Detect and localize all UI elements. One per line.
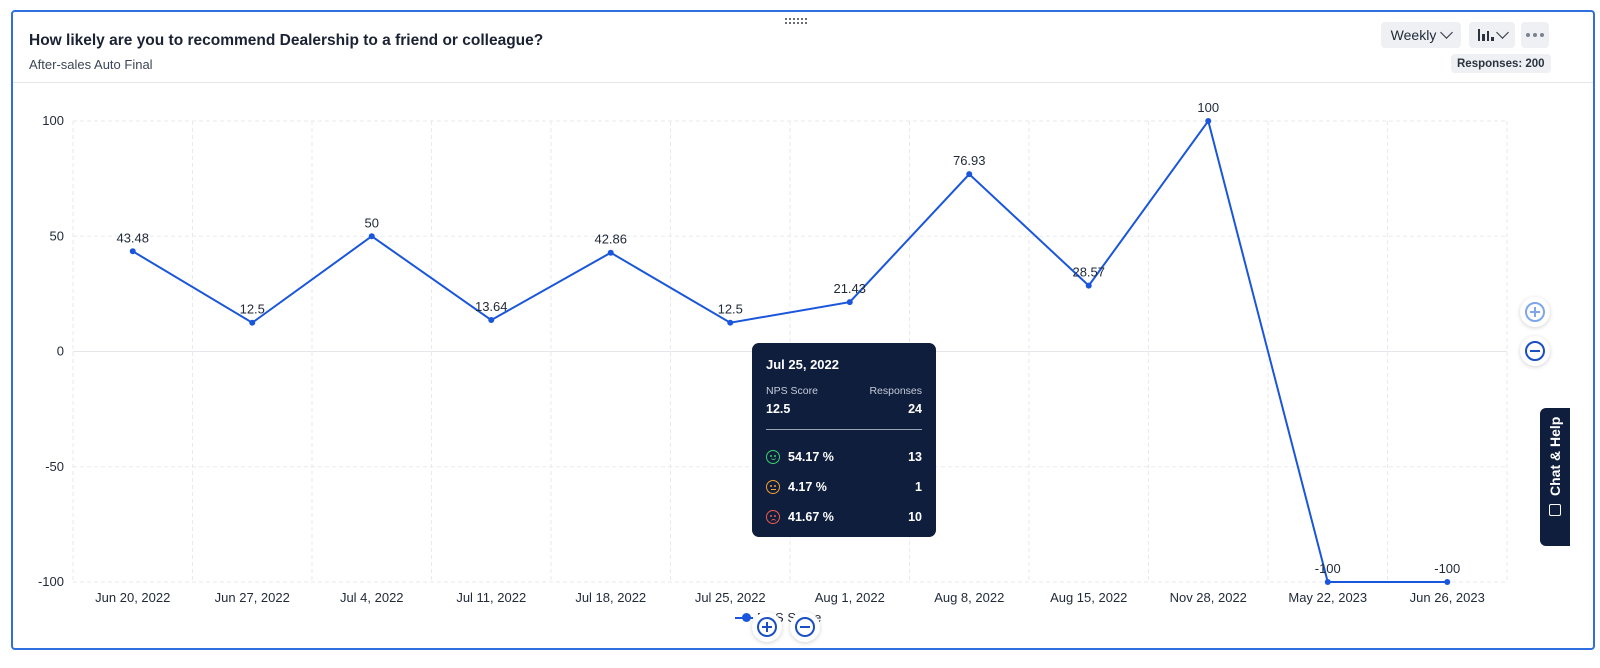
data-point [607,249,614,256]
nps-widget-card: How likely are you to recommend Dealersh… [11,10,1595,650]
data-point [1324,579,1331,585]
data-label: -100 [1315,561,1341,576]
tooltip-score-label: NPS Score [766,385,818,397]
responses-badge: Responses: 200 [1451,54,1551,73]
tooltip-score-value: 12.5 [766,402,791,416]
more-dots-icon [1526,33,1544,37]
period-dropdown-label: Weekly [1390,27,1437,43]
bar-chart-icon [1477,29,1494,41]
y-tick-label: 100 [42,113,64,128]
tooltip-date: Jul 25, 2022 [766,357,839,372]
x-tick-label: Aug 1, 2022 [815,590,885,605]
data-point [727,319,734,326]
sad-face-icon [766,510,780,524]
data-label: 42.86 [594,232,627,247]
data-point [488,317,495,324]
detractors-count: 10 [908,510,922,524]
zoom-in-icon [757,617,777,637]
widget-title: How likely are you to recommend Dealersh… [29,32,544,49]
passives-count: 1 [915,480,922,494]
data-label: 100 [1197,100,1219,115]
promoters-percent: 54.17 % [788,450,834,464]
header-divider [13,82,1593,83]
data-label: 43.48 [116,230,149,245]
passives-percent: 4.17 % [788,480,827,494]
drag-handle-icon[interactable] [785,18,809,28]
chat-help-label: Chat & Help [1547,416,1563,496]
data-point [1085,282,1092,289]
x-tick-label: Aug 8, 2022 [934,590,1004,605]
data-point [966,171,973,178]
detractors-percent: 41.67 % [788,510,834,524]
data-label: 13.64 [475,299,508,314]
x-tick-label: Jul 4, 2022 [340,590,404,605]
x-tick-label: Aug 15, 2022 [1050,590,1127,605]
data-point [249,319,256,326]
x-tick-label: Jul 25, 2022 [695,590,766,605]
data-label: 28.57 [1072,265,1105,280]
happy-face-icon [766,450,780,464]
y-tick-label: -100 [38,574,64,589]
x-tick-label: Jun 26, 2023 [1410,590,1485,605]
data-point [368,233,375,240]
chat-help-tab[interactable]: Chat & Help [1540,408,1570,546]
neutral-face-icon [766,480,780,494]
legend-zoom-in-button[interactable] [752,612,782,642]
zoom-out-button[interactable] [1520,336,1550,366]
tooltip-responses-value: 24 [908,402,922,416]
data-label: 21.43 [833,281,866,296]
data-label: 76.93 [953,153,986,168]
x-tick-label: Nov 28, 2022 [1170,590,1247,605]
tooltip-passives-row: 4.17 % 1 [766,472,922,502]
data-point [1205,118,1212,124]
tooltip-responses-label: Responses [869,385,922,397]
x-tick-label: Jul 18, 2022 [575,590,646,605]
y-tick-label: 0 [57,344,64,359]
legend-line-icon [735,612,753,622]
data-label: 12.5 [240,302,265,317]
x-tick-label: Jun 27, 2022 [215,590,290,605]
data-point [129,248,136,255]
more-options-button[interactable] [1521,22,1549,48]
period-dropdown[interactable]: Weekly [1381,22,1461,48]
zoom-out-icon [1525,341,1545,361]
data-label: 50 [365,215,379,230]
chart-type-dropdown[interactable] [1469,22,1515,48]
data-point [1444,579,1451,585]
zoom-in-button[interactable] [1520,297,1550,327]
x-tick-label: Jun 20, 2022 [95,590,170,605]
y-tick-label: -50 [45,459,64,474]
tooltip-detractors-row: 41.67 % 10 [766,502,922,532]
tooltip-divider [766,429,922,430]
data-label: -100 [1434,561,1460,576]
x-tick-label: May 22, 2023 [1288,590,1367,605]
data-point [846,299,853,306]
zoom-out-icon [795,617,815,637]
promoters-count: 13 [908,450,922,464]
chart-tooltip: Jul 25, 2022 NPS Score Responses 12.5 24… [752,343,936,537]
series-line [132,118,1448,583]
data-label: 12.5 [718,302,743,317]
y-tick-label: 50 [50,228,64,243]
widget-subtitle: After-sales Auto Final [29,57,153,72]
tooltip-promoters-row: 54.17 % 13 [766,442,922,472]
chat-icon [1549,504,1561,516]
x-tick-label: Jul 11, 2022 [456,590,526,605]
zoom-in-icon [1525,302,1545,322]
legend-zoom-out-button[interactable] [790,612,820,642]
